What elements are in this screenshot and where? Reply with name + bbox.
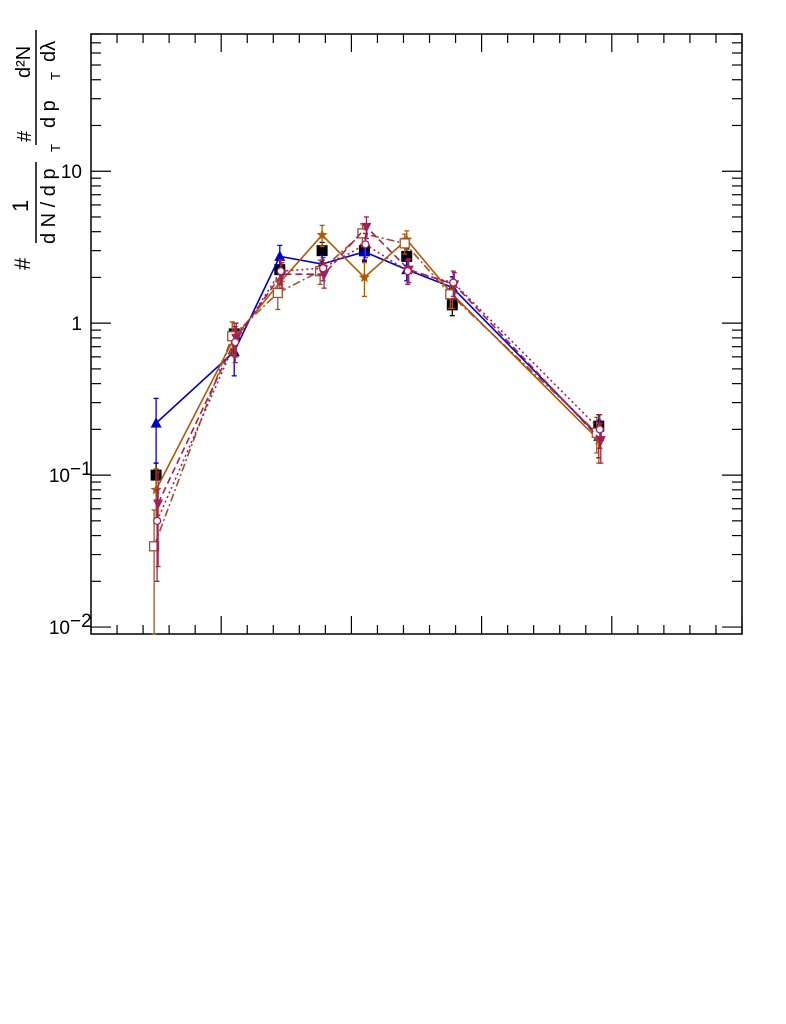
x-axis-ticks: [90, 34, 743, 634]
y-tick-label: 10: [49, 466, 70, 487]
data-point: [272, 287, 283, 299]
ylabel-sub-right: T: [48, 72, 63, 80]
series-line: [155, 250, 600, 437]
data-point: [403, 266, 412, 276]
plot-frame: [90, 33, 743, 635]
ylabel-lambda: dλ: [38, 41, 60, 62]
y-tick-label: 1: [71, 314, 82, 335]
data-point: [595, 436, 606, 447]
series-line: [156, 243, 601, 522]
data-point: [401, 250, 413, 262]
series-line: [157, 225, 602, 504]
data-point: [153, 499, 164, 510]
data-point: [318, 264, 328, 273]
data-point: [449, 278, 458, 287]
data-point: [274, 276, 286, 288]
series-layer: [148, 216, 606, 635]
data-point: [361, 222, 372, 233]
data-point: [358, 245, 370, 257]
data-point: [276, 266, 285, 276]
series-line: [153, 232, 598, 547]
ylabel-numerator-right: d²N: [13, 46, 35, 78]
y-tick-label-exponent: −1: [70, 459, 92, 480]
data-point: [319, 270, 330, 281]
data-point: [399, 238, 410, 249]
series-5: [152, 232, 604, 582]
ylabel-denominator-right: d p: [38, 100, 60, 128]
data-point: [274, 250, 286, 261]
ylabel-hash-right: #: [14, 130, 36, 142]
y-axis-label: # 1 d N / d p T # d²N d p T dλ: [8, 30, 63, 270]
data-point: [152, 516, 162, 525]
series-1: [150, 242, 605, 464]
data-point: [150, 417, 162, 428]
data-point: [358, 271, 371, 283]
data-point: [595, 425, 604, 434]
data-point: [231, 337, 240, 347]
ylabel-hash-left: #: [10, 257, 35, 270]
data-point: [316, 245, 328, 257]
y-tick-label: 10: [61, 162, 82, 183]
data-point: [361, 240, 370, 249]
data-point: [316, 229, 328, 240]
y-tick-label: 10: [49, 618, 70, 639]
y-tick-label-exponent: −2: [70, 611, 92, 632]
series-3: [148, 223, 602, 635]
ylabel-denominator-left: d N / d p: [38, 168, 60, 244]
series-4: [153, 216, 606, 568]
ylabel-numerator-left: 1: [8, 200, 33, 212]
ylabel-sub-left: T: [48, 144, 63, 152]
